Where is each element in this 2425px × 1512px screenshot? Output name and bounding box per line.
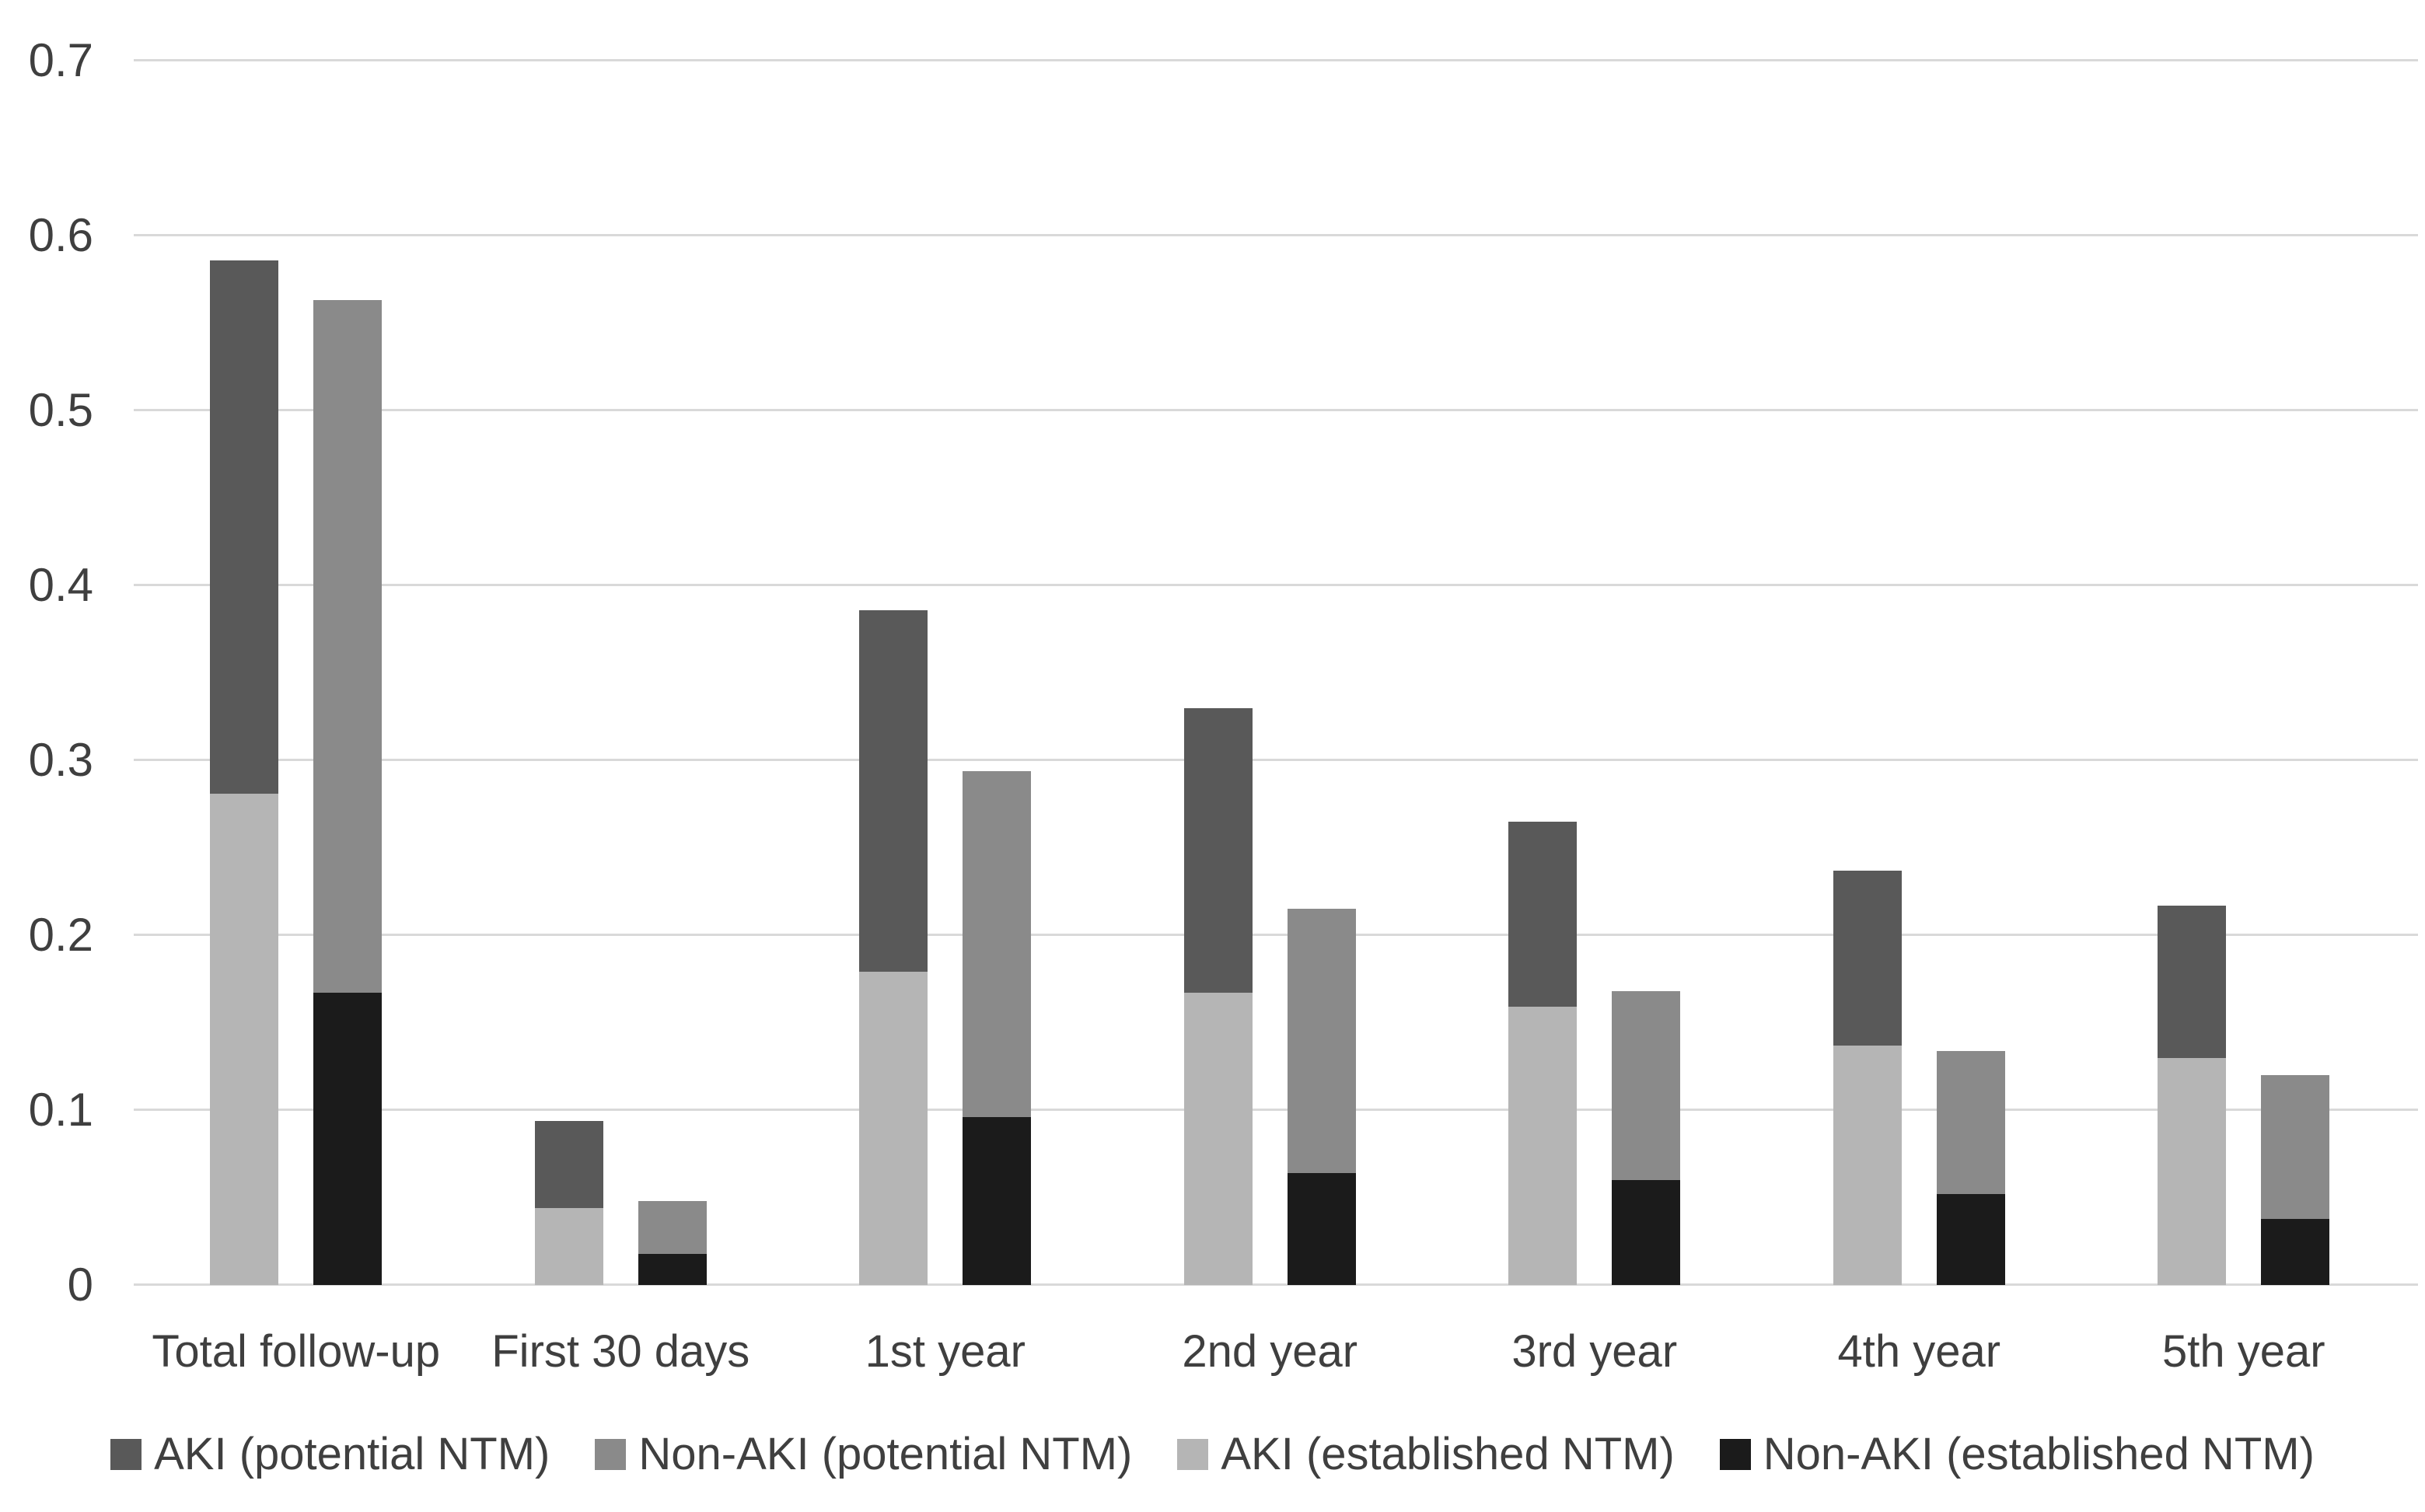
legend-label: Non-AKI (established NTM) — [1763, 1429, 2315, 1479]
y-tick-label: 0 — [67, 1259, 93, 1311]
bar-segment-non-aki-potential-ntm--cat2 — [963, 770, 1032, 1117]
bar-segment-non-aki-potential-ntm--cat3 — [1287, 909, 1356, 1173]
y-tick-label: 0.2 — [28, 909, 93, 961]
legend-swatch-icon — [1177, 1439, 1209, 1470]
bar-segment-aki-established-ntm--cat5 — [1833, 1045, 1902, 1285]
bar-segment-non-aki-established-ntm--cat4 — [1612, 1180, 1681, 1285]
gridline-0.6 — [134, 234, 2418, 236]
gridline-0 — [134, 1283, 2418, 1286]
y-tick-label: 0.5 — [28, 384, 93, 436]
legend-swatch-icon — [1719, 1439, 1751, 1470]
gridline-0.2 — [134, 934, 2418, 936]
bar-segment-non-aki-potential-ntm--cat1 — [638, 1201, 707, 1254]
x-category-label: 5th year — [2161, 1326, 2325, 1377]
bar-segment-aki-potential-ntm--cat1 — [534, 1120, 603, 1208]
bar-segment-aki-established-ntm--cat0 — [210, 793, 279, 1285]
y-tick-label: 0.1 — [28, 1084, 93, 1136]
gridline-0.4 — [134, 584, 2418, 586]
bar-segment-non-aki-potential-ntm--cat5 — [1936, 1050, 2005, 1194]
x-category-label: 4th year — [1837, 1326, 2001, 1377]
gridline-0.1 — [134, 1109, 2418, 1111]
bar-segment-aki-established-ntm--cat4 — [1508, 1007, 1578, 1285]
legend-item-aki-established-ntm-: AKI (established NTM) — [1177, 1429, 1675, 1480]
bar-segment-aki-established-ntm--cat2 — [859, 972, 928, 1285]
x-category-label: First 30 days — [491, 1326, 750, 1377]
bar-segment-non-aki-established-ntm--cat5 — [1936, 1194, 2005, 1285]
bar-segment-aki-potential-ntm--cat3 — [1183, 707, 1253, 993]
gridline-0.7 — [134, 59, 2418, 61]
legend-item-non-aki-potential-ntm-: Non-AKI (potential NTM) — [595, 1429, 1132, 1480]
x-category-label: 2nd year — [1182, 1326, 1358, 1377]
bar-segment-aki-potential-ntm--cat0 — [210, 260, 279, 794]
bar-segment-non-aki-established-ntm--cat3 — [1287, 1173, 1356, 1285]
bar-segment-aki-established-ntm--cat1 — [534, 1208, 603, 1285]
bar-segment-aki-established-ntm--cat6 — [2158, 1057, 2227, 1285]
bar-segment-non-aki-established-ntm--cat2 — [963, 1117, 1032, 1285]
y-tick-label: 0.7 — [28, 34, 93, 86]
y-tick-label: 0.4 — [28, 559, 93, 611]
bar-segment-aki-potential-ntm--cat4 — [1508, 821, 1578, 1007]
bar-segment-non-aki-potential-ntm--cat0 — [313, 300, 383, 993]
bar-segment-non-aki-potential-ntm--cat6 — [2261, 1075, 2330, 1219]
legend-swatch-icon — [595, 1439, 627, 1470]
bar-segment-aki-potential-ntm--cat2 — [859, 609, 928, 972]
x-category-label: 3rd year — [1511, 1326, 1678, 1377]
bar-segment-non-aki-established-ntm--cat6 — [2261, 1218, 2330, 1285]
bar-segment-aki-potential-ntm--cat6 — [2158, 905, 2227, 1058]
bar-segment-non-aki-established-ntm--cat0 — [313, 993, 383, 1285]
gridline-0.5 — [134, 409, 2418, 411]
bars-container — [134, 0, 2418, 1285]
bar-segment-aki-potential-ntm--cat5 — [1833, 870, 1902, 1046]
y-tick-label: 0.6 — [28, 209, 93, 261]
gridline-0.3 — [134, 759, 2418, 761]
bar-segment-non-aki-established-ntm--cat1 — [638, 1253, 707, 1285]
legend-label: AKI (potential NTM) — [154, 1429, 550, 1479]
legend-item-aki-potential-ntm-: AKI (potential NTM) — [110, 1429, 550, 1480]
legend-label: Non-AKI (potential NTM) — [638, 1429, 1133, 1479]
legend-swatch-icon — [110, 1439, 142, 1470]
x-category-label: 1st year — [865, 1326, 1026, 1377]
bar-segment-non-aki-potential-ntm--cat4 — [1612, 991, 1681, 1180]
plot-area — [134, 0, 2418, 1286]
legend-label: AKI (established NTM) — [1221, 1429, 1675, 1479]
legend-item-non-aki-established-ntm-: Non-AKI (established NTM) — [1719, 1429, 2315, 1480]
x-category-label: Total follow-up — [152, 1326, 441, 1377]
y-tick-label: 0.3 — [28, 734, 93, 786]
legend: AKI (potential NTM) Non-AKI (potential NT… — [0, 1429, 2425, 1480]
bar-segment-aki-established-ntm--cat3 — [1183, 993, 1253, 1285]
